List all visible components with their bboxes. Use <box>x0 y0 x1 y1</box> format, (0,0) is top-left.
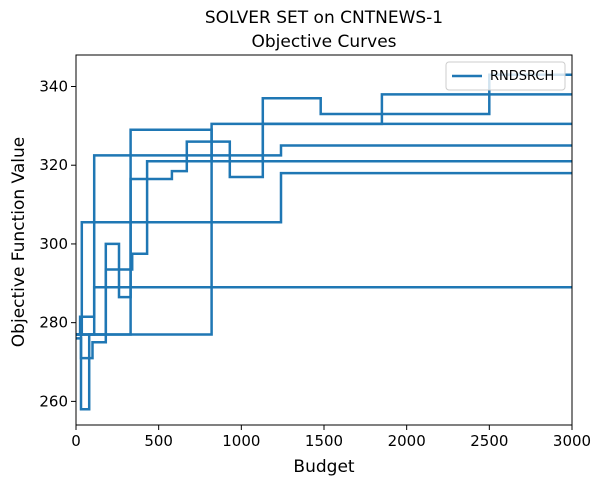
y-tick-label-340: 340 <box>39 77 68 95</box>
x-tick-label-1000: 1000 <box>222 432 260 450</box>
legend-box <box>445 61 566 91</box>
x-tick-label-0: 0 <box>71 432 81 450</box>
series-line-4 <box>76 73 572 360</box>
axes: 0 500 1000 1500 2000 2500 3000 260 280 300 320 340 <box>39 54 591 450</box>
legend-label-rndsrch: RNDSRCH <box>490 69 554 84</box>
chart-title-line-2: Objective Curves <box>251 32 396 52</box>
x-tick-label-3000: 3000 <box>553 432 591 450</box>
y-tick-label-260: 260 <box>39 392 68 410</box>
x-tick-label-1500: 1500 <box>305 432 343 450</box>
x-tick-label-2000: 2000 <box>388 432 426 450</box>
x-axis-label: Budget <box>293 457 354 477</box>
series-line-1 <box>76 144 572 336</box>
legend: RNDSRCH <box>445 61 566 91</box>
y-tick-label-320: 320 <box>39 156 68 174</box>
x-tick-label-500: 500 <box>144 432 173 450</box>
axes-frame <box>75 54 573 426</box>
chart-title-line-1: SOLVER SET on CNTNEWS-1 <box>205 8 443 28</box>
plot-area <box>76 73 572 411</box>
y-tick-label-280: 280 <box>39 314 68 332</box>
series-line-3 <box>76 171 572 336</box>
y-axis-label: Objective Function Value <box>9 137 29 347</box>
series-group <box>76 73 572 411</box>
series-line-2 <box>76 285 572 411</box>
series-line-7 <box>76 122 572 336</box>
y-tick-label-300: 300 <box>39 235 68 253</box>
x-tick-label-2500: 2500 <box>470 432 508 450</box>
